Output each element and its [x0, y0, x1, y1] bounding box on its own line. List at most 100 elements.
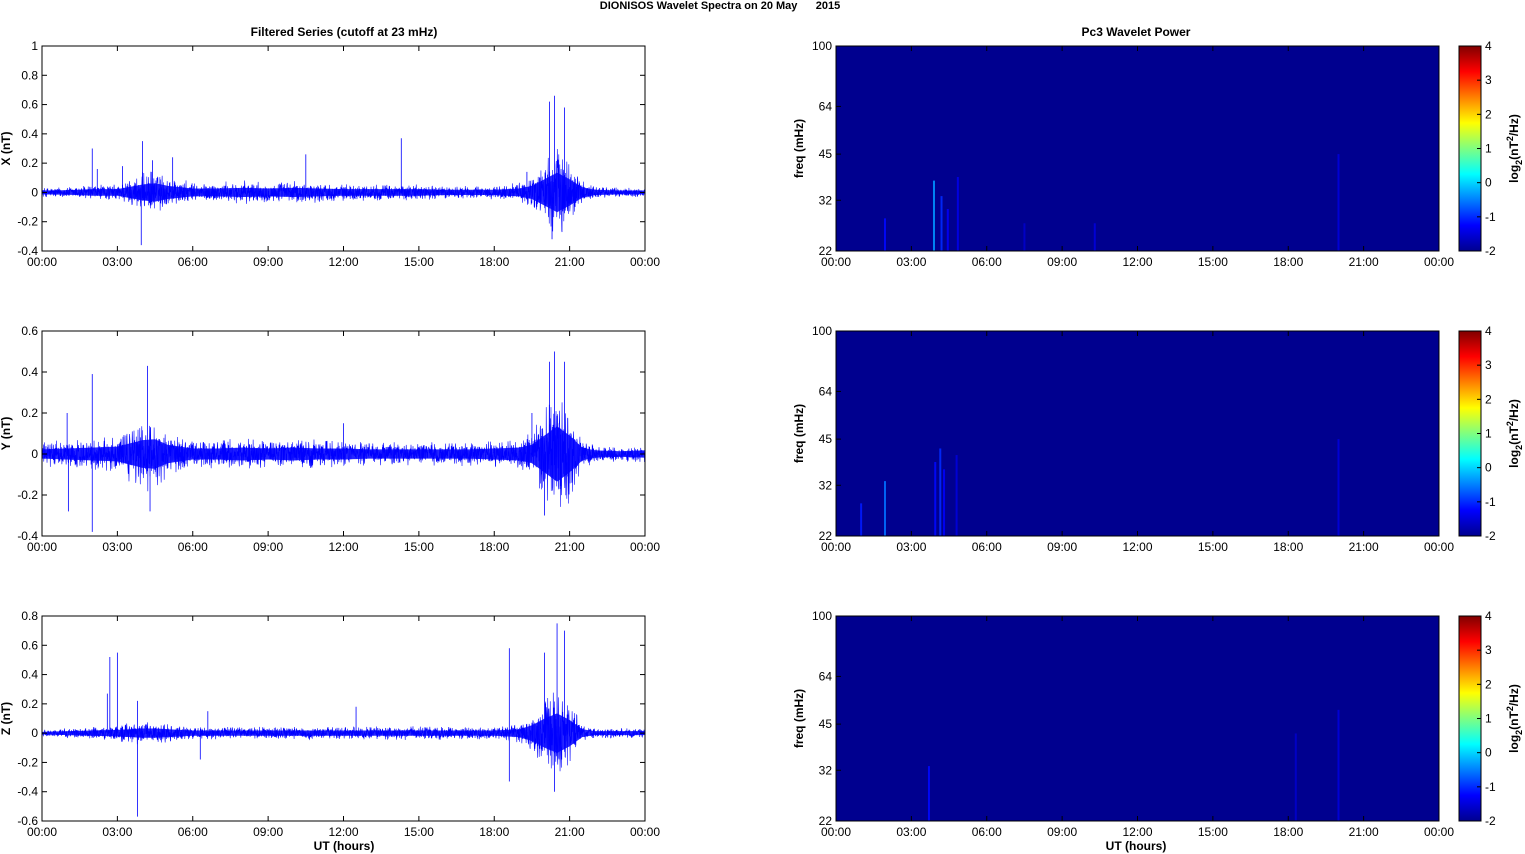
- x-tick-label: 12:00: [328, 825, 358, 839]
- power-burst: [946, 209, 949, 251]
- colorbar-tick-label: -1: [1485, 495, 1496, 509]
- y-tick-label: 22: [819, 529, 833, 543]
- power-burst: [1337, 709, 1340, 821]
- x-tick-label: 00:00: [1424, 540, 1454, 554]
- colorbar-tick-label: 2: [1485, 677, 1492, 691]
- spectrogram-background: [836, 46, 1439, 251]
- x-tick-label: 21:00: [555, 540, 585, 554]
- y-tick-label: 0.4: [21, 668, 38, 682]
- x-tick-label: 06:00: [972, 540, 1002, 554]
- x-tick-label: 06:00: [178, 255, 208, 269]
- x-tick-label: 12:00: [1122, 255, 1152, 269]
- colorbar-tick-label: 3: [1485, 643, 1492, 657]
- x-tick-label: 00:00: [630, 255, 660, 269]
- y-tick-label: 22: [819, 814, 833, 828]
- y-tick-label: 0: [31, 185, 38, 199]
- power-burst: [1337, 439, 1340, 536]
- x-tick-label: 15:00: [1198, 540, 1228, 554]
- y-tick-label: 0.6: [21, 324, 38, 338]
- x-tick-label: 15:00: [404, 255, 434, 269]
- y-tick-label: 0: [31, 726, 38, 740]
- colorbar-tick-label: 2: [1485, 392, 1492, 406]
- power-burst: [1093, 223, 1096, 251]
- x-tick-label: 18:00: [1273, 255, 1303, 269]
- colorbar-tick-label: 2: [1485, 107, 1492, 121]
- series-core-band: [42, 713, 645, 753]
- power-burst: [1337, 154, 1340, 251]
- series-core-band: [42, 172, 645, 213]
- colorbar-tick-label: 3: [1485, 358, 1492, 372]
- y-tick-label: 64: [819, 384, 833, 398]
- x-tick-label: 03:00: [896, 255, 926, 269]
- y-tick-label: 0: [31, 447, 38, 461]
- x-tick-label: 18:00: [479, 540, 509, 554]
- y-tick-label: -0.4: [17, 785, 38, 799]
- power-burst: [939, 448, 942, 536]
- right-column-title: Pc3 Wavelet Power: [1082, 25, 1191, 39]
- y-axis-label: freq (mHz): [792, 689, 806, 748]
- y-tick-label: -0.2: [17, 755, 38, 769]
- y-tick-label: 0.2: [21, 156, 38, 170]
- colorbar-tick-label: 0: [1485, 461, 1492, 475]
- colorbar-tick-label: -2: [1485, 244, 1496, 258]
- y-tick-label: 100: [812, 39, 832, 53]
- y-tick-label: 32: [819, 763, 833, 777]
- x-tick-label: 03:00: [102, 540, 132, 554]
- x-tick-label: 00:00: [1424, 825, 1454, 839]
- y-axis-label: Z (nT): [0, 702, 13, 735]
- x-tick-label: 12:00: [1122, 540, 1152, 554]
- x-tick-label: 15:00: [1198, 255, 1228, 269]
- x-tick-label: 15:00: [1198, 825, 1228, 839]
- timeseries-panel-y: -0.4 -0.2 0 0.2 0.4 0.6 00:00 03:00 06:00 09:00 12…: [0, 324, 660, 554]
- x-tick-label: 00:00: [27, 540, 57, 554]
- y-axis-label: Y (nT): [0, 417, 13, 451]
- x-tick-label: 06:00: [178, 540, 208, 554]
- power-burst: [883, 481, 886, 536]
- x-tick-label: 09:00: [253, 825, 283, 839]
- figure-title: DIONISOS Wavelet Spectra on 20 May 2015: [600, 0, 840, 12]
- x-tick-label: 09:00: [1047, 825, 1077, 839]
- x-tick-label: 00:00: [821, 825, 851, 839]
- x-tick-label: 21:00: [1349, 255, 1379, 269]
- y-tick-label: 32: [819, 478, 833, 492]
- x-tick-label: 03:00: [102, 825, 132, 839]
- x-tick-label: 21:00: [1349, 825, 1379, 839]
- colorbar: -2 -1 0 1 2 3 4 log2(nT2/Hz): [1458, 609, 1524, 828]
- x-tick-label: 00:00: [1424, 255, 1454, 269]
- y-tick-label: 45: [819, 717, 833, 731]
- power-burst: [860, 503, 863, 536]
- x-tick-label: 00:00: [821, 255, 851, 269]
- x-tick-label: 00:00: [630, 540, 660, 554]
- colorbar: -2 -1 0 1 2 3 4 log2(nT2/Hz): [1458, 39, 1524, 258]
- x-tick-label: 06:00: [972, 255, 1002, 269]
- x-tick-label: 15:00: [404, 540, 434, 554]
- x-tick-label: 09:00: [1047, 255, 1077, 269]
- y-tick-label: 0.8: [21, 609, 38, 623]
- x-tick-label: 06:00: [178, 825, 208, 839]
- left-column-title: Filtered Series (cutoff at 23 mHz): [251, 25, 438, 39]
- x-tick-label: 06:00: [972, 825, 1002, 839]
- y-tick-label: -0.2: [17, 488, 38, 502]
- colorbar-tick-label: -1: [1485, 210, 1496, 224]
- x-tick-label: 15:00: [404, 825, 434, 839]
- x-tick-label: 03:00: [896, 825, 926, 839]
- colorbar-tick-label: 4: [1485, 324, 1492, 338]
- y-tick-label: 0.6: [21, 638, 38, 652]
- x-tick-label: 09:00: [253, 255, 283, 269]
- power-burst: [932, 180, 935, 251]
- x-tick-label: 18:00: [1273, 540, 1303, 554]
- x-tick-label: 03:00: [102, 255, 132, 269]
- y-tick-label: 0.8: [21, 68, 38, 82]
- y-tick-label: -0.6: [17, 814, 38, 828]
- y-tick-label: 100: [812, 324, 832, 338]
- colorbar-tick-label: 4: [1485, 39, 1492, 53]
- y-tick-label: 1: [31, 39, 38, 53]
- colorbar-tick-label: 0: [1485, 746, 1492, 760]
- y-tick-label: 64: [819, 99, 833, 113]
- left-xlabel: UT (hours): [314, 839, 375, 853]
- y-tick-label: 45: [819, 147, 833, 161]
- x-tick-label: 09:00: [1047, 540, 1077, 554]
- x-tick-label: 00:00: [821, 540, 851, 554]
- x-tick-label: 21:00: [1349, 540, 1379, 554]
